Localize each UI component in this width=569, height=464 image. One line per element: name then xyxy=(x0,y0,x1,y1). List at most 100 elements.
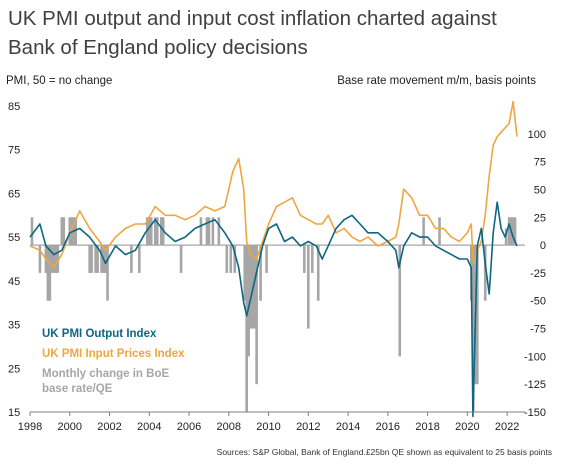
x-tick-label: 2000 xyxy=(58,421,82,433)
left-tick-label: 55 xyxy=(8,232,20,244)
x-tick-label: 2010 xyxy=(256,421,280,433)
boe-bar xyxy=(159,217,163,246)
boe-bar xyxy=(249,245,252,329)
output-index-line xyxy=(29,201,518,418)
right-tick-label: 25 xyxy=(534,212,546,224)
x-tick-label: 2002 xyxy=(97,421,121,433)
boe-bar xyxy=(155,217,159,246)
boe-bar xyxy=(96,245,99,273)
boe-bar xyxy=(475,245,479,385)
boe-bar xyxy=(513,217,517,246)
boe-bar xyxy=(46,245,50,301)
boe-bar xyxy=(38,245,42,273)
source-note: Sources: S&P Global, Bank of England.£25… xyxy=(217,447,552,457)
left-tick-label: 45 xyxy=(8,276,20,288)
left-tick-label: 85 xyxy=(8,101,20,113)
boe-bar xyxy=(504,228,508,246)
x-tick-label: 1998 xyxy=(18,421,42,433)
x-tick-label: 2006 xyxy=(177,421,201,433)
boe-bar xyxy=(56,245,60,273)
boe-bar xyxy=(265,245,268,273)
boe-bar xyxy=(199,217,203,246)
boe-bar xyxy=(211,217,215,246)
input-prices-line xyxy=(29,100,518,269)
boe-bar xyxy=(100,245,103,273)
boe-bar xyxy=(316,245,320,301)
legend-entry: UK PMI Input Prices Index xyxy=(42,348,185,360)
right-tick-label: 0 xyxy=(540,240,546,252)
x-tick-label: 2018 xyxy=(415,421,439,433)
boe-bar xyxy=(52,245,56,273)
right-axis-title: Base rate movement m/m, basis points xyxy=(337,75,536,87)
x-tick-label: 2004 xyxy=(137,421,161,433)
right-tick-label: -150 xyxy=(524,407,546,419)
boe-bar xyxy=(179,245,183,273)
boe-bar xyxy=(88,245,91,273)
right-tick-label: 75 xyxy=(534,157,546,169)
x-tick-label: 2012 xyxy=(296,421,320,433)
x-tick-label: 2022 xyxy=(495,421,519,433)
boe-bar xyxy=(438,217,441,246)
right-tick-label: -25 xyxy=(530,268,546,280)
boe-bar xyxy=(233,245,237,273)
boe-bar xyxy=(94,245,97,273)
boe-bar xyxy=(422,217,425,246)
right-tick-label: -75 xyxy=(530,324,546,336)
boe-bar xyxy=(153,217,157,246)
boe-bar xyxy=(104,245,107,273)
boe-bar xyxy=(245,245,248,412)
boe-bar xyxy=(48,245,52,301)
boe-bar xyxy=(50,245,54,273)
boe-bar xyxy=(147,217,151,246)
boe-bar xyxy=(90,245,93,273)
boe-bar xyxy=(472,245,475,412)
boe-bar xyxy=(398,245,402,357)
boe-bar xyxy=(54,245,58,273)
boe-bar xyxy=(60,217,64,246)
right-tick-label: 50 xyxy=(534,184,546,196)
x-tick-label: 2008 xyxy=(217,421,241,433)
boe-bar xyxy=(207,217,211,246)
left-tick-label: 15 xyxy=(8,407,20,419)
boe-bar xyxy=(205,217,209,246)
boe-bar xyxy=(217,217,221,246)
boe-bar xyxy=(259,245,262,301)
boe-bar xyxy=(310,245,314,273)
boe-bar xyxy=(253,245,256,329)
boe-bar xyxy=(507,217,511,246)
right-tick-label: -125 xyxy=(524,379,546,391)
chart-title-line-1: UK PMI output and input cost inflation c… xyxy=(8,7,497,30)
boe-bar xyxy=(307,245,310,329)
legend-entry-bars: Monthly change in BoE xyxy=(42,368,169,380)
boe-bar xyxy=(106,245,109,301)
left-tick-label: 75 xyxy=(8,145,20,157)
boe-bar xyxy=(130,245,133,273)
boe-bar xyxy=(511,217,515,246)
left-tick-label: 35 xyxy=(8,320,20,332)
x-tick-label: 2016 xyxy=(376,421,400,433)
right-tick-label: -100 xyxy=(524,351,546,363)
boe-bar xyxy=(483,245,487,301)
right-tick-label: -50 xyxy=(530,296,546,308)
boe-bar xyxy=(62,217,66,246)
boe-bar xyxy=(229,245,233,273)
boe-bar xyxy=(30,217,34,246)
legend-entry: UK PMI Output Index xyxy=(42,328,157,340)
chart-title: UK PMI output and input cost inflation c… xyxy=(8,4,563,62)
boe-bar xyxy=(247,245,250,357)
left-axis-title: PMI, 50 = no change xyxy=(6,75,113,87)
x-tick-label: 2014 xyxy=(336,421,360,433)
chart-title-line-2: Bank of England policy decisions xyxy=(8,36,308,59)
boe-bar xyxy=(74,217,78,246)
boe-bar xyxy=(149,217,153,246)
boe-bar xyxy=(243,245,246,301)
left-tick-label: 25 xyxy=(8,363,20,375)
boe-bar xyxy=(138,245,141,273)
boe-bar xyxy=(303,245,306,273)
legend-entry-bars: base rate/QE xyxy=(42,383,113,395)
right-tick-label: 100 xyxy=(528,129,546,141)
left-tick-label: 65 xyxy=(8,188,20,200)
boe-bar xyxy=(225,245,229,273)
x-tick-label: 2020 xyxy=(455,421,479,433)
